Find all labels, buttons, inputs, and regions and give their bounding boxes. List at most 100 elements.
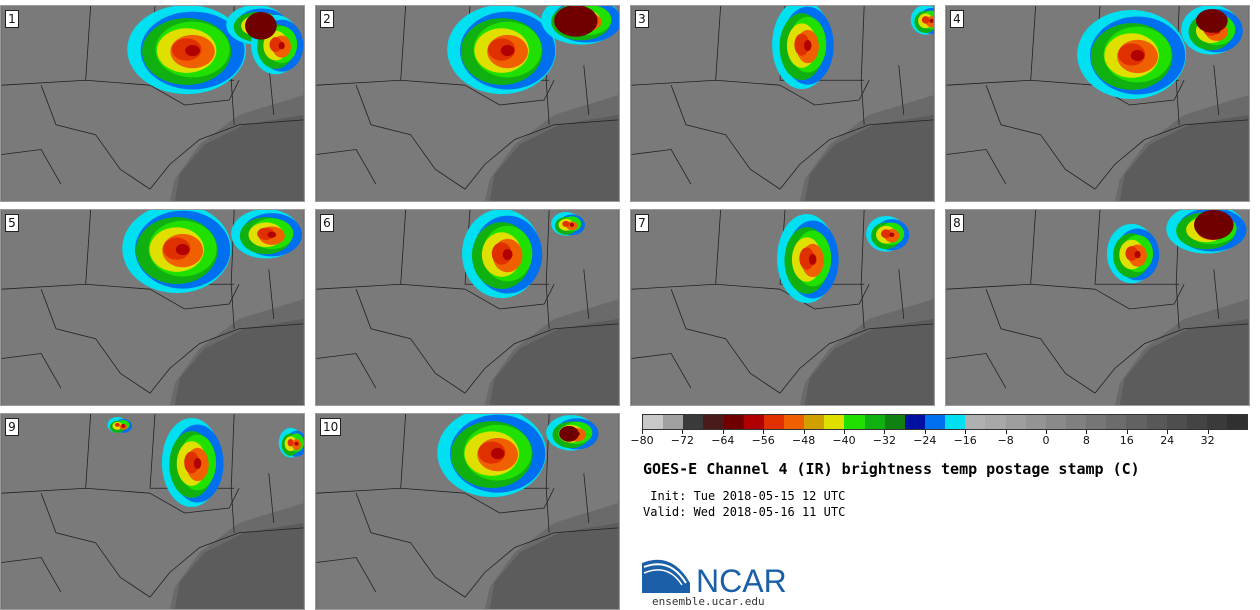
border-line <box>946 283 1096 290</box>
member-panel: 6 <box>315 209 620 406</box>
colorbar-tick-label: −72 <box>670 434 694 447</box>
cold-cloud-top <box>1195 8 1228 33</box>
border-line <box>1 557 62 593</box>
member-panel: 9 <box>0 413 305 610</box>
member-number: 7 <box>635 214 649 232</box>
colorbar-segment <box>924 415 946 429</box>
convective-cloud <box>184 451 200 474</box>
border-line <box>1 149 62 185</box>
satellite-map <box>946 210 1249 405</box>
colorbar-segment <box>844 415 865 429</box>
land-area <box>316 210 619 405</box>
colorbar-segment <box>683 415 704 429</box>
border-line <box>316 487 466 494</box>
border-line <box>40 289 151 394</box>
colorbar-tick-label: 32 <box>1200 434 1215 447</box>
colorbar-tick <box>1167 430 1169 434</box>
border-line <box>316 557 377 593</box>
border-line <box>85 6 92 81</box>
colorbar-tick-label: −8 <box>997 434 1014 447</box>
colorbar-segment <box>1146 415 1167 429</box>
member-number: 6 <box>320 214 334 232</box>
convective-cloud <box>794 33 810 56</box>
colorbar-segment <box>1025 415 1046 429</box>
ncar-logo: NCAR <box>642 553 802 599</box>
border-line <box>464 119 619 190</box>
colorbar-tick <box>1005 430 1007 434</box>
convective-cloud <box>562 220 570 227</box>
colorbar-tick <box>1126 430 1128 434</box>
border-line <box>464 323 619 394</box>
colorbar-segment <box>1166 415 1187 429</box>
satellite-map <box>631 6 934 201</box>
border-line <box>1 79 151 86</box>
border-line <box>946 149 1007 185</box>
border-line <box>85 414 92 489</box>
colorbar-segment <box>1086 415 1107 429</box>
convective-cloud <box>799 247 815 270</box>
colorbar-segment <box>965 415 986 429</box>
border-line <box>1213 269 1220 319</box>
member-panel: 4 <box>945 5 1250 202</box>
colorbar-segment <box>783 415 805 429</box>
colorbar-tick-label: −24 <box>913 434 937 447</box>
gulf-of-mexico <box>174 318 304 405</box>
border-line <box>316 149 377 185</box>
border-line <box>355 493 466 598</box>
convective-cloud <box>287 438 294 447</box>
convective-cloud <box>193 457 202 470</box>
satellite-map <box>1 210 304 405</box>
gulf-of-mexico <box>489 318 619 405</box>
gulf-of-mexico <box>174 522 304 609</box>
colorbar-segment <box>643 415 664 429</box>
border-line <box>1 487 151 494</box>
border-line <box>268 65 275 115</box>
colorbar-segment <box>1065 415 1087 429</box>
border-line <box>1175 6 1180 125</box>
colorbar-segment <box>824 415 845 429</box>
border-line <box>149 119 304 190</box>
border-line <box>631 283 781 290</box>
colorbar-tick <box>1207 430 1209 434</box>
convective-cloud <box>502 248 513 261</box>
border-line <box>400 414 407 489</box>
colorbar-segment <box>1186 415 1207 429</box>
border-line <box>316 353 377 389</box>
colorbar-tick <box>1086 430 1088 434</box>
colorbar-segment <box>804 415 825 429</box>
colorbar-segment <box>1227 415 1248 429</box>
border-line <box>898 269 905 319</box>
colorbar-tick <box>844 430 845 434</box>
colorbar-tick-label: 8 <box>1082 434 1090 447</box>
colorbar-tick-label: 0 <box>1042 434 1050 447</box>
border-line <box>85 210 92 285</box>
member-number: 4 <box>950 10 964 28</box>
gulf-of-mexico <box>174 114 304 201</box>
border-line <box>464 527 619 598</box>
gulf-of-mexico <box>804 318 934 405</box>
cold-cloud-top <box>559 425 579 442</box>
colorbar-tick-label: −16 <box>953 434 977 447</box>
member-number: 9 <box>5 418 19 436</box>
colorbar-segment <box>985 415 1006 429</box>
colorbar-segment <box>884 415 905 429</box>
satellite-map <box>316 6 619 201</box>
member-number: 5 <box>5 214 19 232</box>
colorbar-segment <box>1045 415 1066 429</box>
border-line <box>1094 284 1185 310</box>
border-line <box>400 6 407 81</box>
convective-cloud <box>278 41 285 50</box>
land-area <box>631 210 934 405</box>
border-line <box>631 149 692 185</box>
border-line <box>316 79 466 86</box>
colorbar-tick-label: −80 <box>630 434 654 447</box>
border-line <box>631 79 781 86</box>
colorbar-tick <box>1046 430 1047 434</box>
satellite-map <box>631 210 934 405</box>
colorbar-segment <box>723 415 744 429</box>
convective-cloud <box>808 253 817 266</box>
border-line <box>464 80 555 106</box>
satellite-map <box>316 210 619 405</box>
colorbar-tick <box>682 430 684 434</box>
colorbar-segment <box>945 415 966 429</box>
